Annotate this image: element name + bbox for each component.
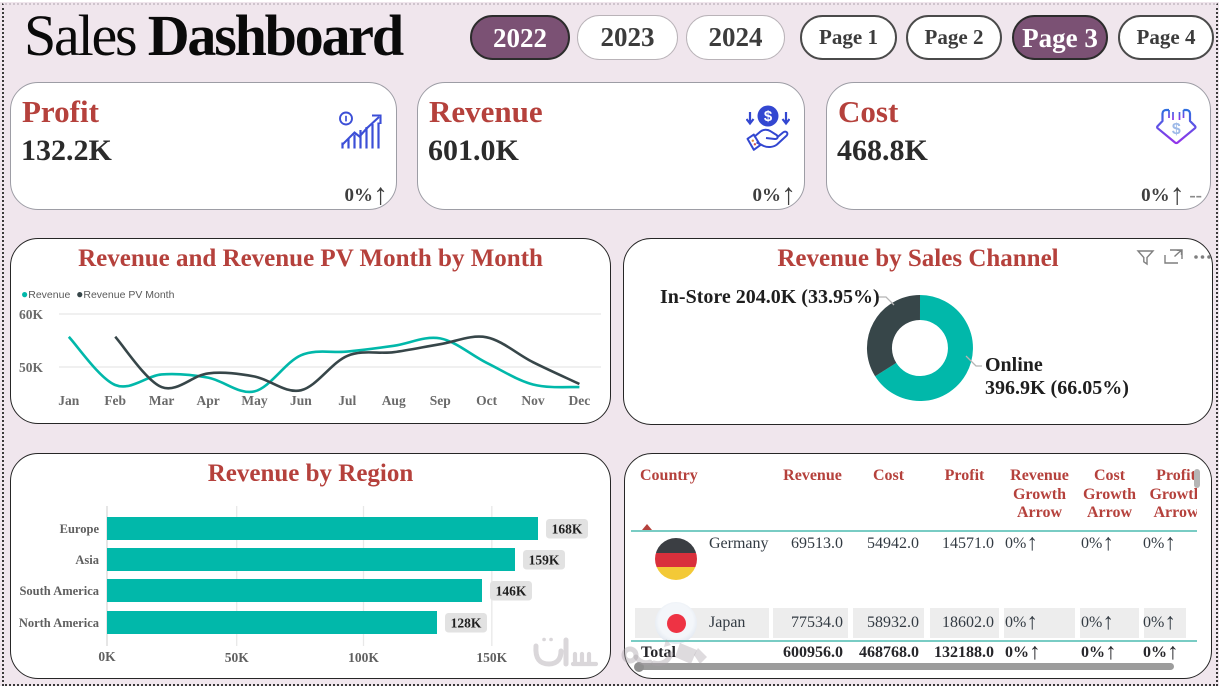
svg-text:Feb: Feb xyxy=(104,393,126,408)
svg-text:Jul: Jul xyxy=(338,393,356,408)
svg-text:May: May xyxy=(241,393,267,408)
svg-text:Apr: Apr xyxy=(196,393,219,408)
svg-text:In-Store 204.0K (33.95%): In-Store 204.0K (33.95%) xyxy=(660,286,880,308)
svg-text:Mar: Mar xyxy=(149,393,174,408)
svg-text:Aug: Aug xyxy=(382,393,406,408)
svg-text:50K: 50K xyxy=(19,360,44,375)
svg-text:146K: 146K xyxy=(496,584,527,599)
svg-text:South America: South America xyxy=(19,584,99,598)
svg-text:Asia: Asia xyxy=(75,553,99,567)
svg-text:Dec: Dec xyxy=(569,393,591,408)
svg-text:Oct: Oct xyxy=(476,393,497,408)
svg-text:396.9K (66.05%): 396.9K (66.05%) xyxy=(985,377,1129,399)
svg-text:128K: 128K xyxy=(451,616,482,631)
svg-text:$: $ xyxy=(1172,121,1181,138)
svg-text:North America: North America xyxy=(19,616,100,630)
svg-text:Jan: Jan xyxy=(58,393,80,408)
svg-text:0K: 0K xyxy=(98,649,116,664)
svg-text:100K: 100K xyxy=(348,650,379,665)
svg-text:168K: 168K xyxy=(552,522,583,537)
svg-text:Nov: Nov xyxy=(521,393,544,408)
svg-text:Online: Online xyxy=(985,354,1043,376)
svg-text:$: $ xyxy=(764,108,773,125)
svg-text:60K: 60K xyxy=(19,307,44,322)
svg-text:Jun: Jun xyxy=(290,393,312,408)
svg-text:Europe: Europe xyxy=(60,522,100,536)
svg-text:150K: 150K xyxy=(476,650,507,665)
svg-text:Sep: Sep xyxy=(430,393,451,408)
svg-text:159K: 159K xyxy=(529,553,560,568)
svg-text:50K: 50K xyxy=(225,650,250,665)
